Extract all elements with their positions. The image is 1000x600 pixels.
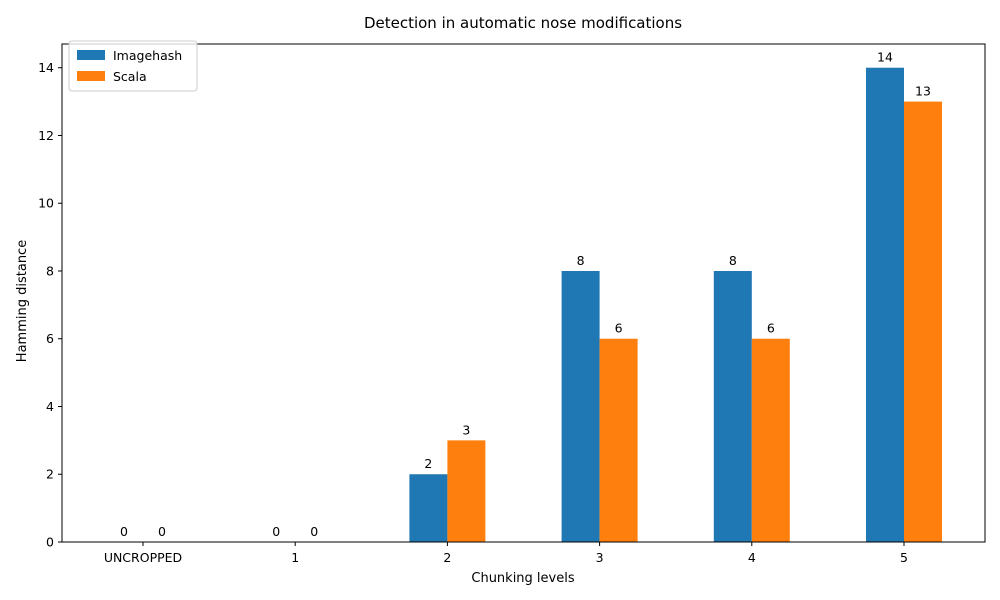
bar-imagehash-4: [713, 270, 752, 542]
data-label-imagehash-2: 2: [424, 456, 432, 471]
legend-swatch-scala: [77, 71, 105, 81]
bar-scala-5: [904, 101, 942, 543]
data-label-scala-4: 6: [767, 321, 775, 336]
y-tick-label: 10: [38, 196, 54, 211]
data-label-scala-5: 13: [915, 84, 931, 99]
legend-label-scala: Scala: [113, 69, 147, 84]
x-tick-label: UNCROPPED: [104, 550, 182, 565]
bar-scala-4: [751, 338, 790, 542]
x-tick-label: 3: [596, 550, 604, 565]
y-tick-label: 0: [46, 535, 54, 550]
chart-title: Detection in automatic nose modification…: [364, 14, 682, 32]
y-tick-label: 2: [46, 467, 54, 482]
x-tick-label: 5: [900, 550, 908, 565]
data-label-scala-2: 3: [462, 422, 470, 437]
y-tick-label: 12: [38, 128, 54, 143]
y-tick-label: 6: [46, 331, 54, 346]
y-tick-label: 14: [38, 60, 54, 75]
bar-imagehash-5: [866, 67, 904, 542]
data-label-imagehash-1: 0: [272, 524, 280, 539]
data-label-scala-1: 0: [310, 524, 318, 539]
bar-imagehash-3: [561, 270, 600, 542]
x-tick-label: 4: [748, 550, 756, 565]
legend-swatch-imagehash: [77, 50, 105, 60]
y-axis-title: Hamming distance: [15, 240, 30, 362]
x-tick-label: 2: [443, 550, 451, 565]
data-label-scala-uncropped: 0: [158, 524, 166, 539]
y-tick-label: 4: [46, 399, 54, 414]
legend: Imagehash Scala: [68, 40, 198, 92]
x-axis-title: Chunking levels: [471, 571, 574, 586]
data-label-imagehash-5: 14: [877, 50, 893, 65]
bar-scala-2: [447, 440, 486, 542]
data-label-imagehash-3: 8: [577, 253, 585, 268]
y-tick-label: 8: [46, 263, 54, 278]
data-label-scala-3: 6: [615, 321, 623, 336]
x-tick-label: 1: [291, 550, 299, 565]
bar-scala-3: [599, 338, 638, 542]
data-label-imagehash-4: 8: [729, 253, 737, 268]
legend-label-imagehash: Imagehash: [113, 48, 182, 63]
bar-imagehash-2: [409, 474, 448, 542]
axes-frame: [61, 43, 986, 543]
data-label-imagehash-uncropped: 0: [120, 524, 128, 539]
